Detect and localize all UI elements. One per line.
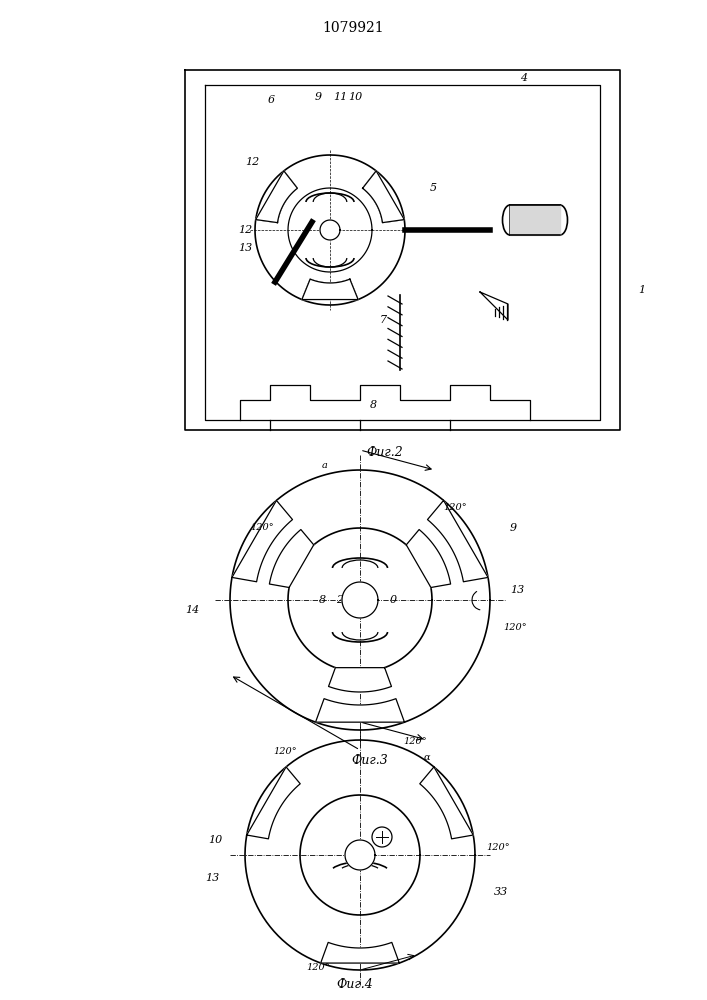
Text: 120°: 120° [486,844,510,852]
Text: 13: 13 [510,585,525,595]
Text: Фиг.3: Фиг.3 [351,754,388,766]
Bar [510,205,560,235]
Text: 12: 12 [245,157,259,167]
Polygon shape [420,767,473,839]
Text: 120°: 120° [250,524,274,532]
Text: 11: 11 [333,92,347,102]
Polygon shape [232,500,293,582]
Text: 4: 4 [520,73,527,83]
Text: 14: 14 [185,605,199,615]
Polygon shape [321,942,399,963]
Text: Фиг.4: Фиг.4 [337,978,373,992]
Text: 120°: 120° [306,962,329,972]
Polygon shape [320,220,340,240]
Text: 10: 10 [348,92,362,102]
Polygon shape [269,530,314,587]
Polygon shape [256,171,298,223]
Polygon shape [302,279,358,300]
Polygon shape [345,840,375,870]
Text: 6: 6 [268,95,275,105]
Text: 33: 33 [494,887,508,897]
Text: Фиг.2: Фиг.2 [367,446,404,458]
Text: 120°: 120° [403,738,427,746]
Text: 1: 1 [638,285,645,295]
Text: 13: 13 [238,243,252,253]
Text: 10: 10 [208,835,222,845]
Text: 5: 5 [430,183,437,193]
Text: 12: 12 [358,595,372,605]
Text: 8: 8 [370,400,377,410]
Polygon shape [510,205,560,235]
Text: 9: 9 [510,523,517,533]
Text: 120°: 120° [273,748,297,756]
Text: 24: 24 [336,595,350,605]
Text: 120°: 120° [503,624,527,633]
Text: 1079921: 1079921 [322,21,385,35]
Text: 7: 7 [380,315,387,325]
Polygon shape [329,668,392,692]
Polygon shape [247,767,300,839]
Polygon shape [342,582,378,618]
Text: a: a [322,460,328,470]
Text: α: α [423,754,431,762]
Polygon shape [315,699,404,722]
Text: 9: 9 [315,92,322,102]
Polygon shape [363,171,404,223]
Polygon shape [407,530,450,587]
Text: 13: 13 [205,873,219,883]
Polygon shape [428,500,488,582]
Text: 0: 0 [390,595,397,605]
Text: 12: 12 [238,225,252,235]
Text: 8: 8 [318,595,325,605]
Text: 120°: 120° [443,504,467,512]
